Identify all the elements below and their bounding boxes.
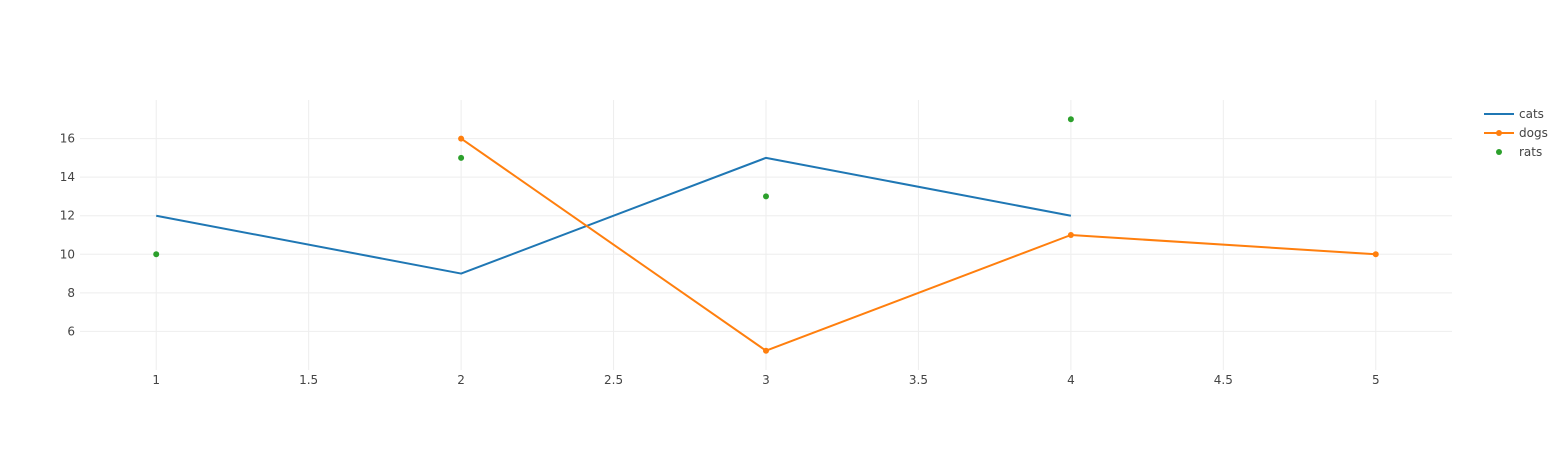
data-point-dogs[interactable] <box>1372 251 1379 258</box>
y-tick-label: 12 <box>60 209 75 223</box>
data-point-dogs[interactable] <box>763 347 769 354</box>
x-tick-label: 5 <box>1372 373 1380 387</box>
data-point-dogs[interactable] <box>458 135 465 142</box>
y-tick-label: 8 <box>67 286 75 300</box>
y-tick-label: 6 <box>67 324 75 338</box>
data-point-rats[interactable] <box>1067 116 1074 123</box>
x-tick-label: 3 <box>762 373 770 387</box>
legend-swatch-marker <box>1496 149 1502 155</box>
legend-item-cats[interactable]: cats <box>1484 107 1544 121</box>
y-tick-label: 14 <box>60 170 75 184</box>
series-line-dogs <box>460 137 1376 352</box>
x-tick-label: 3.5 <box>909 373 928 387</box>
x-tick-label: 4.5 <box>1214 373 1233 387</box>
legend-item-dogs[interactable]: dogs <box>1484 126 1548 140</box>
series-dogs <box>458 135 1379 354</box>
legend-swatch-marker <box>1496 130 1502 136</box>
data-point-rats[interactable] <box>153 251 160 258</box>
legend-label: cats <box>1519 107 1544 121</box>
x-tick-label: 2.5 <box>604 373 623 387</box>
series-line-cats <box>156 156 1072 275</box>
series-rats <box>153 116 1074 258</box>
data-point-rats[interactable] <box>763 193 769 200</box>
x-tick-label: 2 <box>457 373 465 387</box>
legend-label: dogs <box>1519 126 1548 140</box>
legend-label: rats <box>1519 145 1542 159</box>
y-tick-label: 10 <box>60 247 75 261</box>
x-tick-label: 1.5 <box>299 373 318 387</box>
y-tick-label: 16 <box>60 132 75 146</box>
y-axis: 6 8 10 12 14 16 <box>60 132 75 339</box>
x-tick-label: 4 <box>1067 373 1075 387</box>
grid-lines <box>80 100 1452 370</box>
legend-item-rats[interactable]: rats <box>1496 145 1542 159</box>
data-point-dogs[interactable] <box>1067 232 1074 238</box>
x-axis: 1 1.5 2 2.5 3 3.5 4 4.5 5 <box>152 373 1379 387</box>
plot-area <box>153 116 1379 354</box>
series-cats <box>156 156 1072 275</box>
data-point-rats[interactable] <box>458 154 465 161</box>
legend[interactable]: cats dogs rats <box>1484 107 1548 159</box>
x-tick-label: 1 <box>152 373 160 387</box>
